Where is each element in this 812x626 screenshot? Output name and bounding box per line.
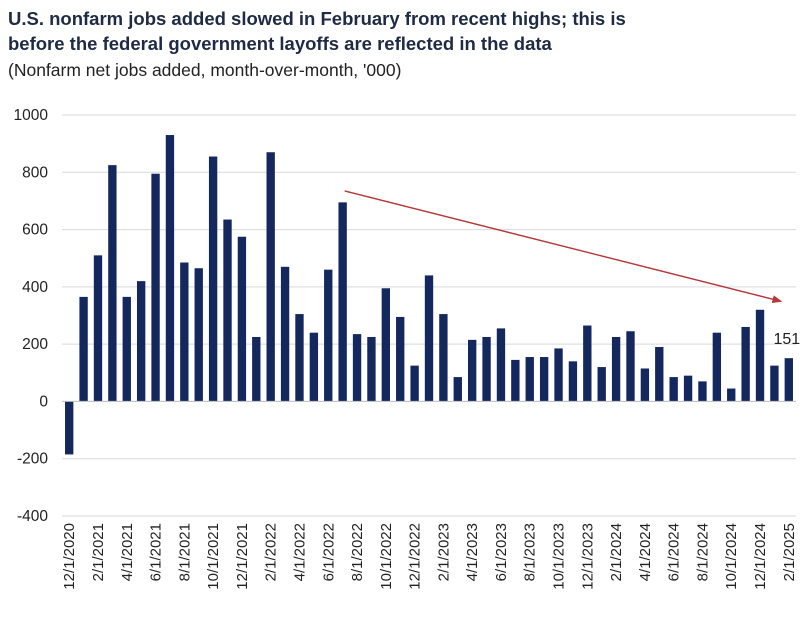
bar	[309, 332, 319, 402]
bar	[453, 377, 462, 402]
x-tick-label: 6/1/2023	[493, 523, 510, 581]
bar	[741, 326, 750, 402]
bar	[482, 336, 491, 402]
bar	[683, 375, 693, 402]
y-axis-tick-labels: -400 -200 0 200 400 600 800 1000	[14, 107, 49, 525]
x-tick-label: 10/1/2023	[551, 523, 568, 590]
bar	[727, 388, 736, 402]
x-tick-label: 2/1/2025	[781, 523, 798, 581]
bar	[180, 262, 189, 402]
x-tick-label: 2/1/2021	[90, 523, 107, 581]
bar	[237, 236, 247, 402]
x-tick-label: 8/1/2023	[522, 523, 539, 581]
x-tick-label: 6/1/2024	[666, 523, 683, 581]
y-tick-label: 800	[22, 164, 48, 181]
bar	[367, 336, 376, 402]
x-tick-label: 8/1/2021	[176, 523, 193, 581]
x-tick-label: 12/1/2024	[752, 523, 769, 590]
bar	[295, 314, 304, 402]
bar	[583, 325, 592, 402]
bar	[712, 332, 722, 402]
bar	[280, 266, 290, 402]
bar	[108, 165, 117, 402]
bar	[410, 365, 419, 402]
x-tick-label: 10/1/2021	[205, 523, 222, 590]
bar	[511, 359, 520, 402]
y-tick-label: 0	[39, 393, 48, 410]
bar	[352, 334, 362, 402]
bar	[554, 348, 563, 402]
bar	[122, 296, 131, 402]
y-tick-label: 400	[22, 279, 48, 296]
chart-title-line-1: U.S. nonfarm jobs added slowed in Februa…	[8, 8, 626, 29]
bar	[626, 331, 635, 402]
bar	[208, 156, 218, 402]
x-tick-label: 12/1/2022	[407, 523, 424, 590]
x-tick-label: 4/1/2021	[119, 523, 136, 581]
x-tick-label: 10/1/2024	[723, 523, 740, 590]
bar	[194, 268, 203, 402]
y-tick-label: -400	[17, 508, 48, 525]
x-tick-label: 2/1/2022	[263, 523, 280, 581]
x-tick-label: 8/1/2022	[349, 523, 366, 581]
trend-arrow	[344, 190, 783, 304]
bar	[136, 281, 146, 402]
x-tick-label: 12/1/2021	[234, 523, 251, 590]
y-tick-label: -200	[17, 451, 48, 468]
chart-subtitle: (Nonfarm net jobs added, month-over-mont…	[8, 60, 402, 80]
bar	[396, 316, 405, 402]
x-tick-label: 12/1/2020	[61, 523, 78, 590]
bar	[468, 339, 477, 402]
bar	[640, 368, 650, 402]
bar	[784, 358, 793, 402]
bar	[655, 347, 664, 402]
bar	[669, 377, 678, 402]
bar	[79, 296, 88, 402]
bar	[525, 357, 534, 402]
bar	[266, 152, 275, 402]
bar	[93, 255, 103, 402]
x-tick-label: 6/1/2022	[320, 523, 337, 581]
x-tick-label: 12/1/2023	[579, 523, 596, 590]
x-tick-label: 8/1/2024	[694, 523, 711, 581]
bar	[539, 357, 549, 402]
bar	[338, 202, 347, 402]
bar	[252, 336, 261, 402]
bar	[597, 367, 606, 402]
data-labels: 151	[773, 331, 800, 348]
bars	[65, 135, 793, 455]
bar	[151, 173, 160, 402]
bar	[439, 314, 448, 402]
bar	[424, 275, 434, 402]
chart-title: U.S. nonfarm jobs added slowed in Februa…	[8, 6, 804, 56]
x-tick-label: 2/1/2023	[435, 523, 452, 581]
x-tick-label: 10/1/2022	[378, 523, 395, 590]
bar	[568, 361, 578, 402]
y-tick-label: 200	[22, 336, 48, 353]
x-tick-label: 4/1/2024	[637, 523, 654, 581]
x-tick-label: 4/1/2023	[464, 523, 481, 581]
x-tick-label: 4/1/2022	[291, 523, 308, 581]
data-label: 151	[773, 331, 800, 348]
bar	[381, 288, 390, 402]
bar	[324, 269, 333, 402]
y-tick-label: 1000	[14, 107, 49, 124]
bar	[770, 365, 779, 402]
bar	[611, 336, 621, 402]
bar	[755, 309, 765, 402]
bar	[165, 135, 175, 402]
bar	[65, 401, 74, 455]
bar	[698, 381, 707, 402]
x-tick-label: 2/1/2024	[608, 523, 625, 581]
x-axis-tick-labels: 12/1/2020 2/1/2021 4/1/2021 6/1/2021 8/1/202…	[61, 523, 798, 590]
y-tick-label: 600	[22, 222, 48, 239]
chart-title-line-2: before the federal government layoffs ar…	[8, 33, 552, 54]
bar	[496, 328, 506, 402]
bar	[223, 219, 232, 402]
x-tick-label: 6/1/2021	[148, 523, 165, 581]
